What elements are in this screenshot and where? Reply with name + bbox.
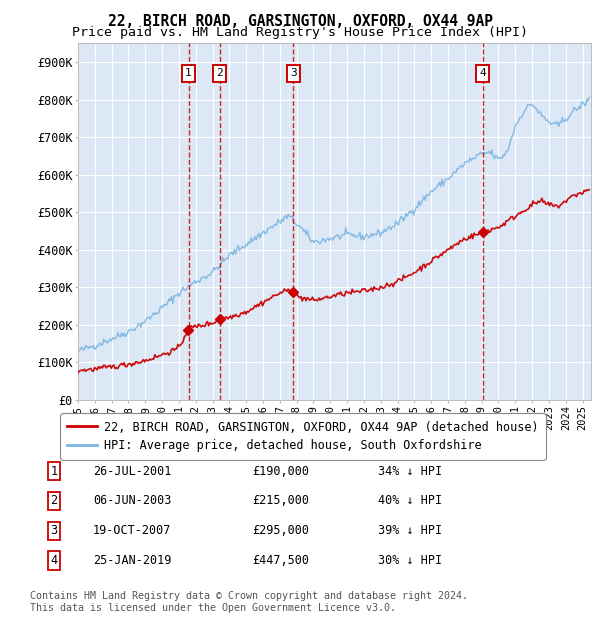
Text: 30% ↓ HPI: 30% ↓ HPI (378, 554, 442, 567)
Text: 40% ↓ HPI: 40% ↓ HPI (378, 495, 442, 507)
Text: 3: 3 (290, 68, 296, 78)
Text: £215,000: £215,000 (252, 495, 309, 507)
Text: 1: 1 (50, 465, 58, 477)
Text: 4: 4 (479, 68, 486, 78)
Text: 34% ↓ HPI: 34% ↓ HPI (378, 465, 442, 477)
Text: 22, BIRCH ROAD, GARSINGTON, OXFORD, OX44 9AP: 22, BIRCH ROAD, GARSINGTON, OXFORD, OX44… (107, 14, 493, 29)
Text: 4: 4 (50, 554, 58, 567)
Text: Price paid vs. HM Land Registry's House Price Index (HPI): Price paid vs. HM Land Registry's House … (72, 26, 528, 39)
Text: 1: 1 (185, 68, 192, 78)
Text: £447,500: £447,500 (252, 554, 309, 567)
Text: 26-JUL-2001: 26-JUL-2001 (93, 465, 172, 477)
Text: 39% ↓ HPI: 39% ↓ HPI (378, 525, 442, 537)
Text: 25-JAN-2019: 25-JAN-2019 (93, 554, 172, 567)
Legend: 22, BIRCH ROAD, GARSINGTON, OXFORD, OX44 9AP (detached house), HPI: Average pric: 22, BIRCH ROAD, GARSINGTON, OXFORD, OX44… (61, 414, 545, 459)
Text: 2: 2 (217, 68, 223, 78)
Text: £295,000: £295,000 (252, 525, 309, 537)
Text: £190,000: £190,000 (252, 465, 309, 477)
Text: 19-OCT-2007: 19-OCT-2007 (93, 525, 172, 537)
Text: 06-JUN-2003: 06-JUN-2003 (93, 495, 172, 507)
Text: Contains HM Land Registry data © Crown copyright and database right 2024.
This d: Contains HM Land Registry data © Crown c… (30, 591, 468, 613)
Text: 3: 3 (50, 525, 58, 537)
Text: 2: 2 (50, 495, 58, 507)
